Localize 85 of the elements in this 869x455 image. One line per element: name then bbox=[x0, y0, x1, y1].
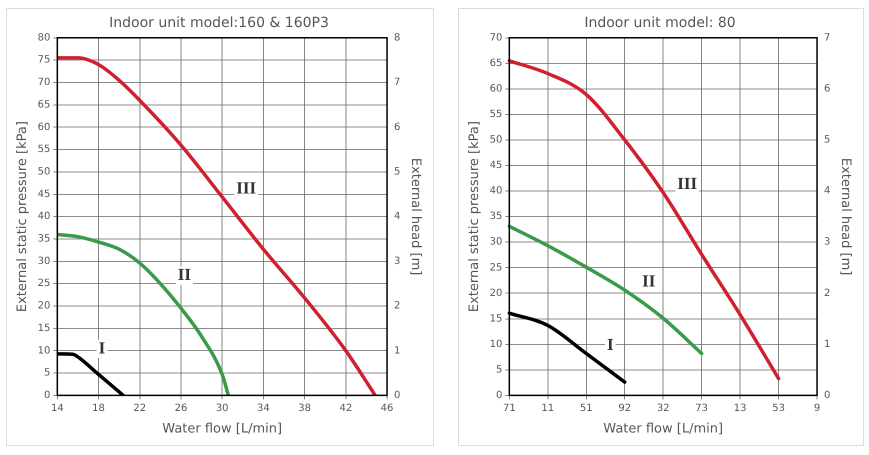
series-label: III bbox=[677, 174, 698, 193]
y2-tick-label: 3 bbox=[394, 256, 400, 267]
x-tick-label: 18 bbox=[92, 402, 105, 414]
x-tick-label: 13 bbox=[734, 402, 746, 414]
y-tick-label: 10 bbox=[490, 338, 502, 350]
x-tick-label: 11 bbox=[541, 402, 554, 414]
y-tick-label: 65 bbox=[490, 58, 502, 69]
y-tick-label: 25 bbox=[38, 278, 50, 290]
y2-tick-label: 0 bbox=[394, 390, 400, 401]
x-tick-label: 26 bbox=[174, 402, 188, 414]
x-tick-label: 9 bbox=[814, 402, 820, 414]
y2-tick-label: 5 bbox=[824, 134, 830, 146]
x-tick-label: 92 bbox=[618, 402, 632, 414]
y-tick-label: 80 bbox=[38, 32, 50, 44]
x-tick-label: 46 bbox=[380, 402, 394, 414]
y2-tick-label: 7 bbox=[394, 77, 400, 88]
y-tick-label: 55 bbox=[38, 144, 50, 156]
x-axis-title: Water flow [L/min] bbox=[162, 422, 282, 437]
x-tick-label: 53 bbox=[772, 402, 785, 414]
x-tick-label: 22 bbox=[133, 402, 146, 414]
y-tick-label: 5 bbox=[496, 364, 502, 376]
line-series bbox=[508, 224, 704, 356]
y-tick-label: 20 bbox=[490, 288, 502, 299]
series-label: II bbox=[178, 265, 192, 284]
chart-title: Indoor unit model:160 & 160P3 bbox=[109, 15, 329, 32]
y-tick-label: 55 bbox=[490, 109, 502, 120]
line-series bbox=[57, 56, 377, 396]
y-tick-label: 70 bbox=[490, 32, 502, 44]
y-tick-label: 15 bbox=[38, 322, 50, 334]
y-tick-label: 20 bbox=[38, 300, 50, 312]
y2-tick-label: 3 bbox=[824, 236, 830, 248]
y-tick-label: 65 bbox=[38, 99, 50, 110]
x-tick-label: 51 bbox=[580, 402, 593, 414]
x-tick-label: 42 bbox=[339, 402, 352, 414]
y-axis-title: External static pressure [kPa] bbox=[15, 121, 30, 312]
y-tick-label: 50 bbox=[490, 134, 502, 146]
y2-tick-label: 6 bbox=[824, 83, 830, 94]
y-tick-label: 40 bbox=[38, 211, 50, 222]
y-tick-label: 35 bbox=[38, 234, 50, 245]
x-tick-label: 34 bbox=[257, 402, 270, 414]
y-tick-label: 75 bbox=[38, 54, 50, 66]
y2-tick-label: 6 bbox=[394, 122, 400, 133]
y2-tick-label: 1 bbox=[824, 338, 830, 350]
y-tick-label: 0 bbox=[44, 390, 50, 401]
x-axis-title: Water flow [L/min] bbox=[603, 422, 724, 437]
y-tick-label: 70 bbox=[38, 77, 50, 88]
y-tick-label: 60 bbox=[490, 83, 502, 94]
x-tick-label: 14 bbox=[50, 402, 64, 414]
series-label: I bbox=[98, 338, 106, 358]
chart-title: Indoor unit model: 80 bbox=[584, 15, 736, 32]
x-tick-label: 71 bbox=[502, 402, 516, 414]
y-tick-label: 10 bbox=[38, 345, 50, 356]
y-tick-label: 60 bbox=[38, 122, 50, 133]
y-tick-label: 45 bbox=[490, 160, 502, 172]
y2-tick-label: 7 bbox=[824, 32, 830, 44]
y2-tick-label: 4 bbox=[824, 186, 830, 197]
y-tick-label: 25 bbox=[490, 262, 502, 274]
y-tick-label: 45 bbox=[38, 188, 50, 200]
x-tick-label: 32 bbox=[656, 402, 670, 414]
y-tick-label: 5 bbox=[44, 368, 50, 379]
series-label: III bbox=[236, 178, 256, 198]
y-tick-label: 30 bbox=[490, 236, 502, 248]
y-tick-label: 50 bbox=[38, 166, 50, 178]
y2-tick-label: 0 bbox=[824, 390, 830, 401]
y2-tick-label: 5 bbox=[394, 166, 400, 178]
y2-tick-label: 2 bbox=[394, 300, 400, 312]
series-label: I bbox=[606, 334, 614, 354]
y-tick-label: 30 bbox=[38, 256, 50, 267]
y-tick-label: 0 bbox=[496, 390, 502, 401]
y2-tick-label: 1 bbox=[394, 345, 400, 356]
y2-axis-title: External head [m] bbox=[838, 158, 853, 276]
series-label: II bbox=[642, 272, 656, 291]
x-tick-label: 73 bbox=[695, 402, 708, 414]
y-tick-label: 15 bbox=[490, 313, 502, 324]
y2-tick-label: 2 bbox=[824, 288, 830, 299]
x-tick-label: 38 bbox=[298, 402, 311, 414]
line-series bbox=[508, 59, 780, 380]
y2-tick-label: 4 bbox=[394, 211, 400, 222]
line-series bbox=[57, 232, 230, 396]
y2-axis-title: External head [m] bbox=[408, 158, 423, 276]
y-axis-title: External static pressure [kPa] bbox=[467, 121, 482, 312]
x-tick-label: 30 bbox=[216, 402, 229, 414]
y-tick-label: 35 bbox=[490, 211, 502, 222]
y-tick-label: 40 bbox=[490, 186, 502, 197]
y2-tick-label: 8 bbox=[394, 32, 400, 44]
